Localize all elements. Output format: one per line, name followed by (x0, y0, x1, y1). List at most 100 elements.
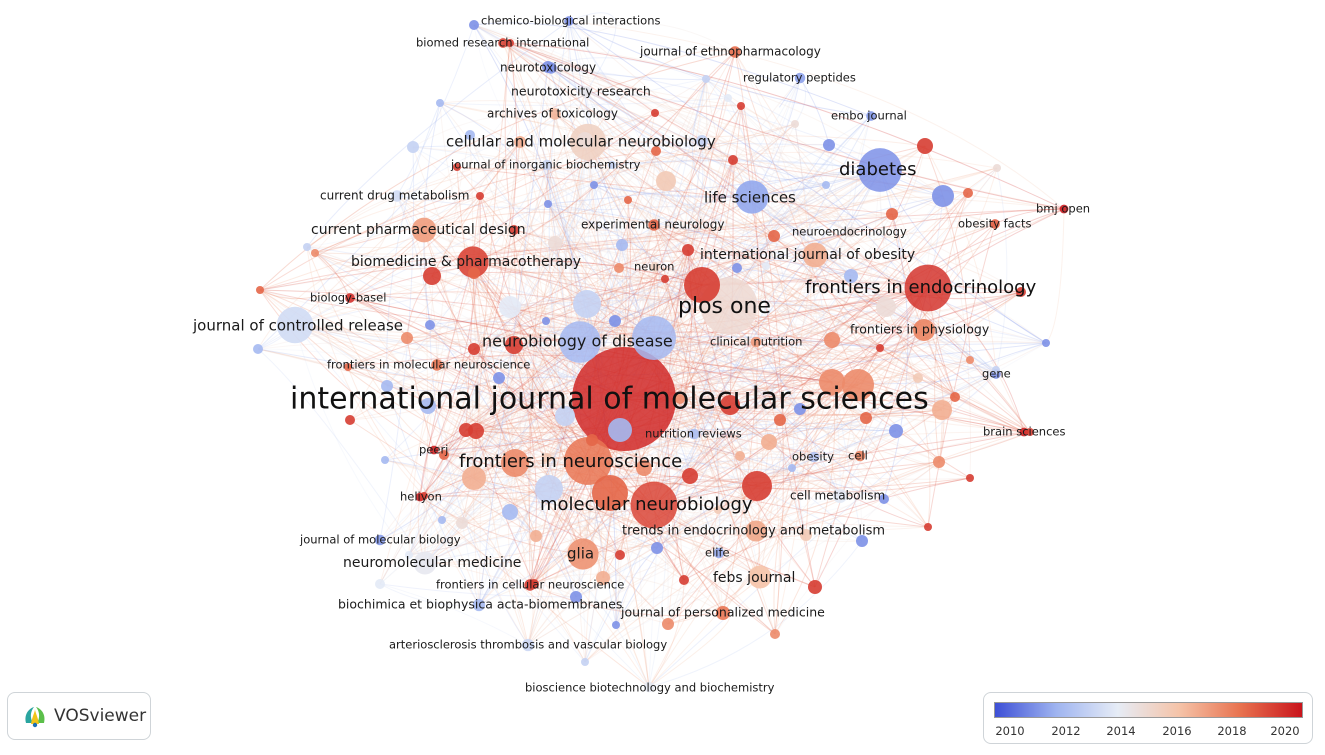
journal-node-unlabeled[interactable] (439, 450, 449, 460)
journal-node-unlabeled[interactable] (788, 464, 796, 472)
journal-label[interactable]: frontiers in physiology (850, 322, 990, 337)
journal-label[interactable]: regulatory peptides (743, 71, 856, 85)
journal-node[interactable] (411, 217, 437, 243)
journal-label[interactable]: obesity facts (958, 217, 1032, 231)
journal-node-unlabeled[interactable] (1026, 428, 1034, 436)
journal-label[interactable]: experimental neurology (581, 218, 724, 232)
journal-node[interactable] (729, 46, 741, 58)
journal-label[interactable]: plos one (678, 294, 771, 319)
journal-node-unlabeled[interactable] (924, 523, 932, 531)
journal-node-unlabeled[interactable] (381, 380, 393, 392)
journal-label[interactable]: frontiers in endocrinology (805, 277, 1037, 298)
journal-node-unlabeled[interactable] (586, 434, 598, 446)
journal-node[interactable] (990, 219, 1000, 229)
journal-node-unlabeled[interactable] (501, 449, 529, 477)
journal-node-unlabeled[interactable] (570, 591, 582, 603)
journal-label[interactable]: biochimica et biophysica acta-biomembran… (338, 597, 622, 612)
journal-label[interactable]: febs journal (713, 570, 795, 586)
journal-label[interactable]: bmj open (1036, 202, 1090, 216)
journal-node-unlabeled[interactable] (530, 530, 542, 542)
journal-node-unlabeled[interactable] (542, 317, 550, 325)
journal-label[interactable]: journal of molecular biology (299, 533, 461, 547)
journal-node-unlabeled[interactable] (728, 155, 738, 165)
journal-node-unlabeled[interactable] (596, 571, 610, 585)
journal-node-unlabeled[interactable] (375, 579, 385, 589)
journal-node-unlabeled[interactable] (774, 414, 786, 426)
journal-node-unlabeled[interactable] (651, 109, 659, 117)
journal-node[interactable] (688, 428, 700, 440)
journal-node-unlabeled[interactable] (933, 456, 945, 468)
journal-label[interactable]: frontiers in cellular neuroscience (436, 578, 624, 592)
journal-node[interactable] (1019, 427, 1029, 437)
journal-label[interactable]: clinical nutrition (710, 335, 802, 349)
journal-label[interactable]: international journal of molecular scien… (290, 382, 929, 417)
journal-node-unlabeled[interactable] (684, 267, 720, 303)
journal-node-unlabeled[interactable] (303, 243, 311, 251)
journal-node-unlabeled[interactable] (468, 267, 480, 279)
journal-node[interactable] (794, 72, 806, 84)
journal-node-unlabeled[interactable] (932, 185, 954, 207)
journal-node-unlabeled[interactable] (876, 344, 884, 352)
journal-node-unlabeled[interactable] (614, 263, 624, 273)
journal-node[interactable] (715, 605, 731, 621)
journal-node[interactable] (431, 359, 443, 371)
journal-node-unlabeled[interactable] (656, 171, 676, 191)
journal-node-unlabeled[interactable] (609, 315, 621, 327)
journal-label[interactable]: journal of inorganic biochemistry (450, 158, 641, 172)
journal-node[interactable] (498, 38, 508, 48)
journal-node-unlabeled[interactable] (615, 550, 625, 560)
journal-node-unlabeled[interactable] (381, 456, 389, 464)
journal-label[interactable]: frontiers in neuroscience (459, 451, 682, 472)
journal-node-unlabeled[interactable] (679, 575, 689, 585)
journal-label[interactable]: international journal of obesity (700, 247, 915, 263)
journal-node-unlabeled[interactable] (800, 529, 812, 541)
journal-node[interactable] (391, 190, 403, 202)
journal-node-unlabeled[interactable] (913, 373, 923, 383)
journal-node[interactable] (858, 148, 902, 192)
journal-label[interactable]: cellular and molecular neurobiology (446, 133, 716, 151)
journal-node[interactable] (572, 347, 676, 451)
journal-node-unlabeled[interactable] (876, 297, 896, 317)
journal-node[interactable] (457, 246, 489, 278)
journal-node-unlabeled[interactable] (253, 344, 263, 354)
journal-label[interactable]: cell (848, 449, 868, 463)
journal-node-unlabeled[interactable] (651, 542, 663, 554)
journal-node-unlabeled[interactable] (436, 99, 444, 107)
journal-label[interactable]: neuroendocrinology (792, 225, 907, 239)
journal-label[interactable]: biology-basel (310, 291, 386, 305)
journal-node-unlabeled[interactable] (842, 369, 874, 401)
journal-node-unlabeled[interactable] (732, 263, 742, 273)
journal-node-unlabeled[interactable] (662, 618, 674, 630)
journal-node-unlabeled[interactable] (420, 398, 436, 414)
journal-node-unlabeled[interactable] (889, 424, 903, 438)
journal-label[interactable]: neuromolecular medicine (343, 555, 521, 571)
journal-node[interactable] (648, 219, 660, 231)
journal-node-unlabeled[interactable] (682, 468, 698, 484)
journal-node-unlabeled[interactable] (459, 423, 473, 437)
journal-node-unlabeled[interactable] (608, 161, 616, 169)
journal-node-unlabeled[interactable] (822, 181, 830, 189)
journal-node-unlabeled[interactable] (860, 412, 872, 424)
journal-label[interactable]: journal of controlled release (192, 317, 403, 335)
journal-node[interactable] (748, 565, 772, 589)
journal-node-unlabeled[interactable] (612, 621, 620, 629)
journal-label[interactable]: obesity (792, 450, 834, 464)
journal-label[interactable]: brain sciences (983, 425, 1065, 439)
journal-label[interactable]: chemico-biological interactions (481, 14, 660, 28)
journal-node[interactable] (413, 551, 437, 575)
journal-node[interactable] (643, 681, 655, 693)
journal-node-unlabeled[interactable] (555, 406, 575, 426)
journal-node-unlabeled[interactable] (456, 517, 468, 529)
journal-label[interactable]: arteriosclerosis thrombosis and vascular… (389, 638, 667, 652)
journal-node-unlabeled[interactable] (462, 466, 486, 490)
journal-node[interactable] (559, 321, 601, 363)
journal-node[interactable] (567, 538, 599, 570)
journal-label[interactable]: bioscience biotechnology and biochemistr… (525, 681, 775, 695)
journal-node-unlabeled[interactable] (502, 504, 518, 520)
journal-node-unlabeled[interactable] (682, 244, 694, 256)
journal-node-unlabeled[interactable] (993, 164, 1001, 172)
journal-label[interactable]: gene (982, 367, 1011, 381)
journal-node-unlabeled[interactable] (624, 196, 632, 204)
journal-node-unlabeled[interactable] (256, 286, 264, 294)
journal-node[interactable] (650, 262, 660, 272)
